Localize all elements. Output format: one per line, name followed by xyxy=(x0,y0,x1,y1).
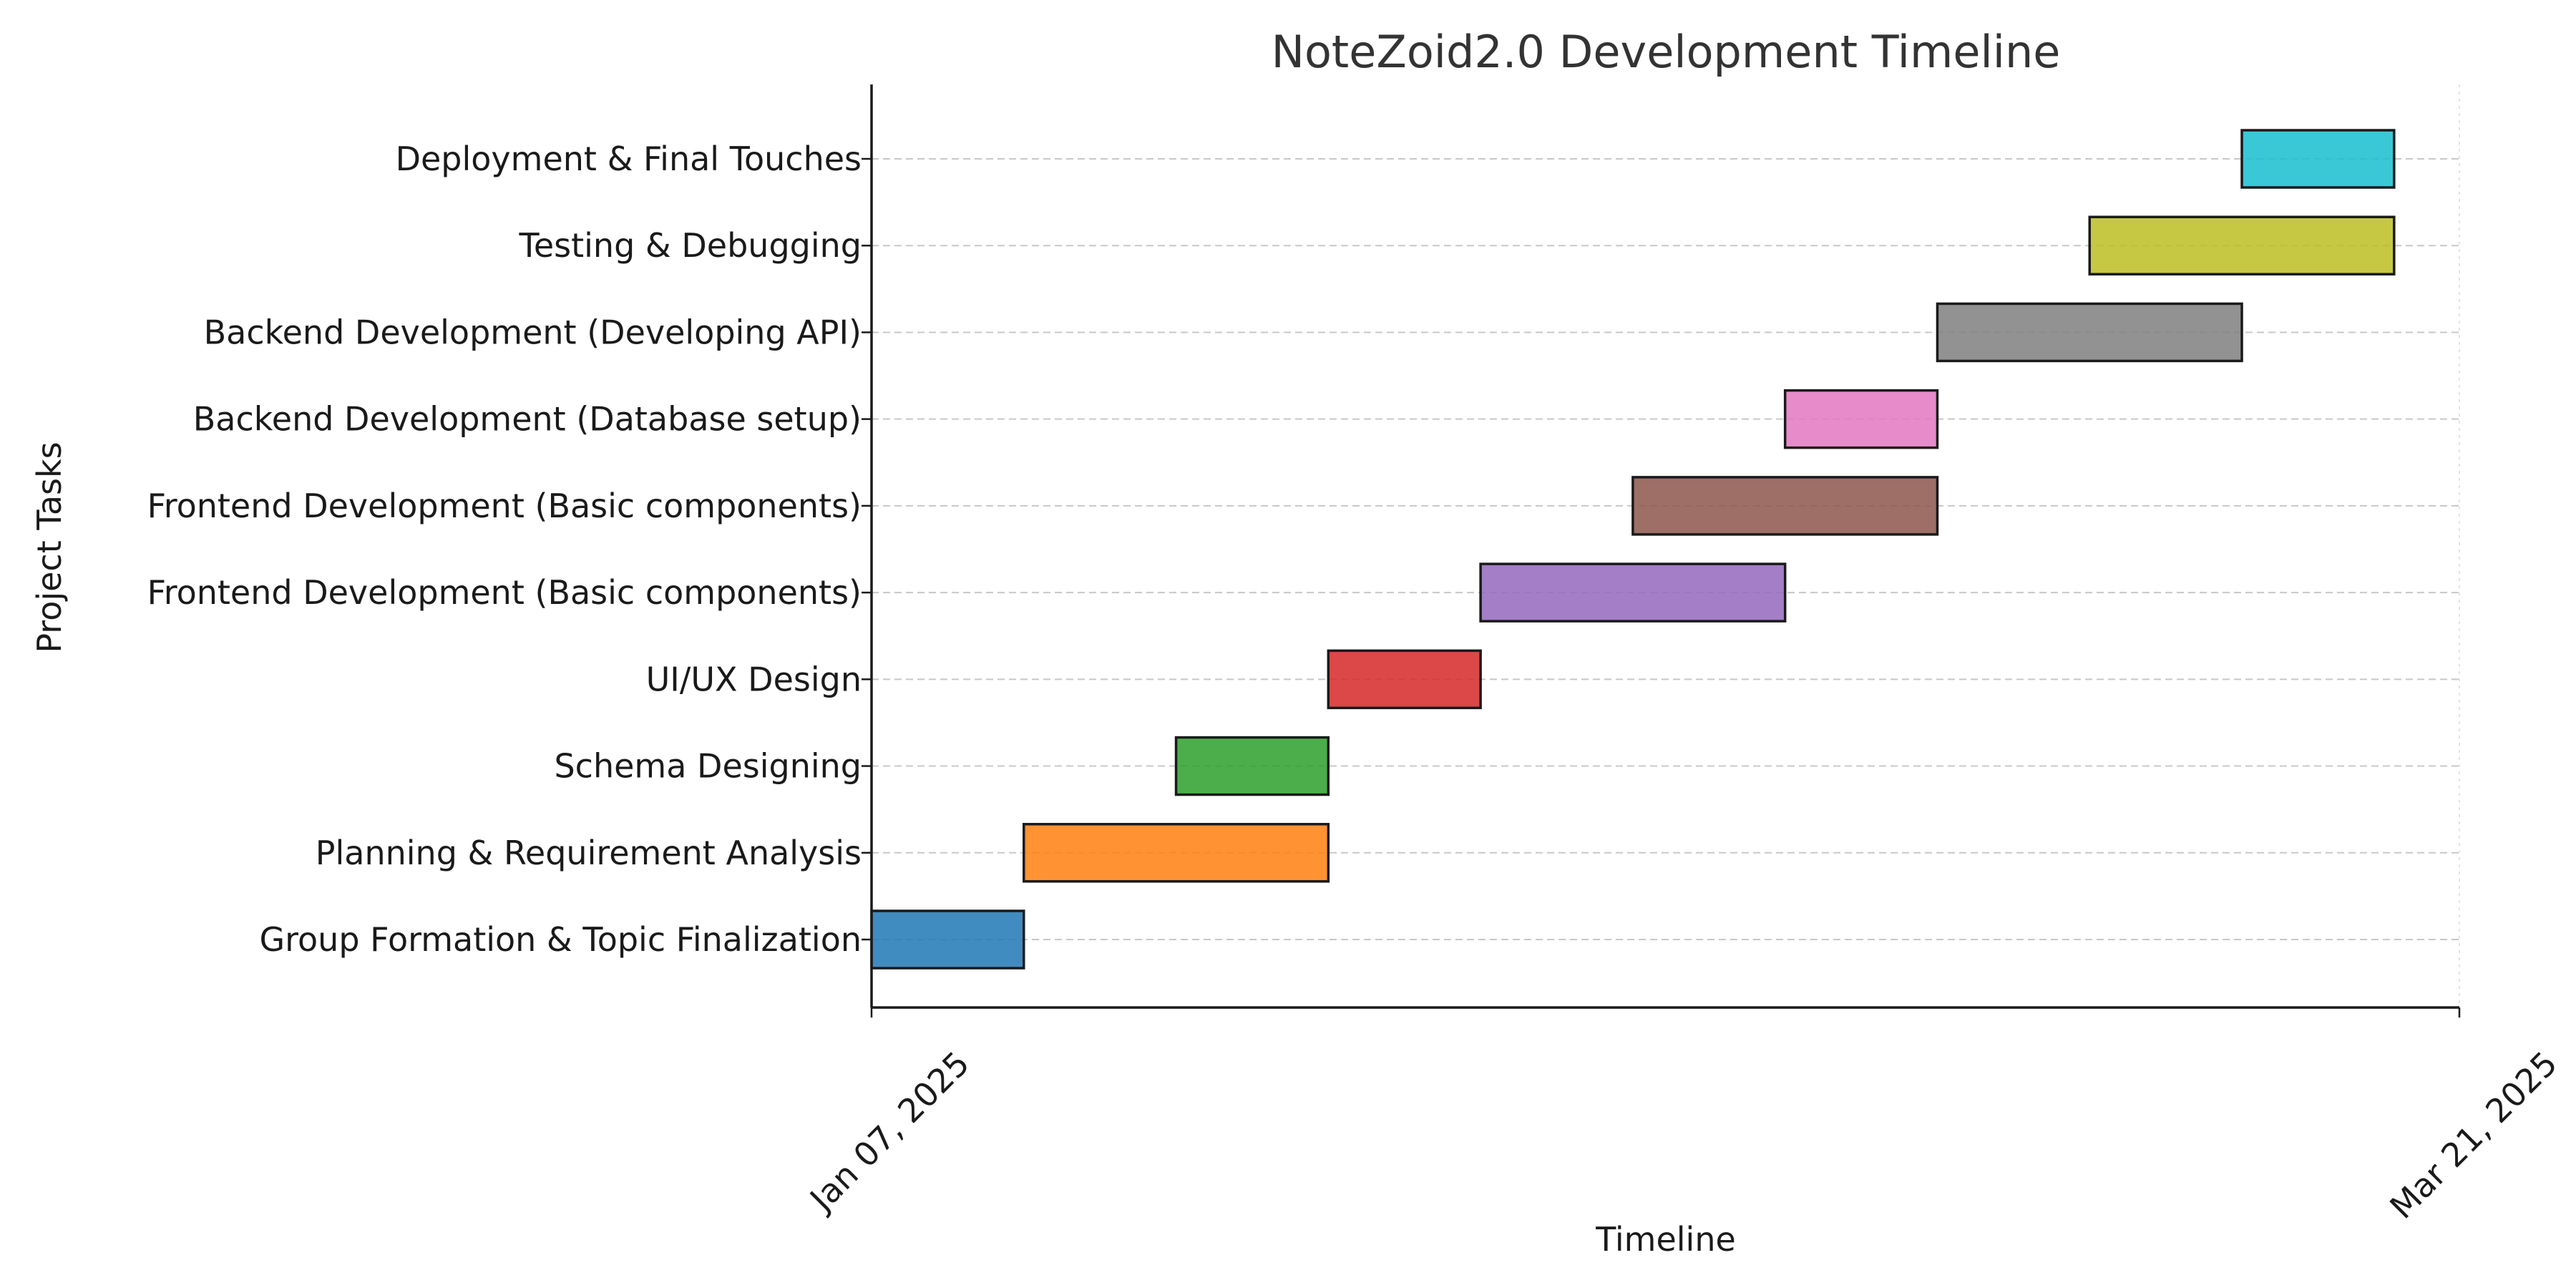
task-label: Testing & Debugging xyxy=(519,226,862,265)
task-bar xyxy=(1327,649,1482,710)
task-label: Deployment & Final Touches xyxy=(396,140,862,178)
x-tick-layer: Jan 07, 2025 Mar 21, 2025 xyxy=(801,1008,2565,1226)
task-bar xyxy=(1479,562,1787,623)
task-bar xyxy=(1936,302,2243,363)
task-bar xyxy=(1631,476,1939,536)
x-tick-label: Mar 21, 2025 xyxy=(2382,1044,2565,1226)
x-tick-label: Jan 07, 2025 xyxy=(801,1044,977,1220)
task-label: Group Formation & Topic Finalization xyxy=(259,920,862,959)
task-label: Backend Development (Developing API) xyxy=(204,313,862,351)
task-bar xyxy=(2240,129,2396,189)
bar-layer xyxy=(870,129,2396,970)
x-axis-label: Timeline xyxy=(1595,1220,1736,1259)
task-bar xyxy=(1174,736,1330,796)
task-bar xyxy=(1783,389,1939,449)
task-bar xyxy=(2088,215,2396,275)
task-label: Schema Designing xyxy=(554,747,862,786)
task-label: Frontend Development (Basic components) xyxy=(147,573,862,612)
chart-title: NoteZoid2.0 Development Timeline xyxy=(1272,26,2061,78)
axis-layer xyxy=(870,84,2459,1009)
task-bar xyxy=(870,909,1025,970)
task-bar xyxy=(1023,823,1330,883)
task-label: Backend Development (Database setup) xyxy=(193,400,862,439)
task-label: Frontend Development (Basic components) xyxy=(147,487,862,525)
y-axis-label: Project Tasks xyxy=(30,441,69,653)
task-label: Planning & Requirement Analysis xyxy=(316,834,862,872)
task-label-layer: Group Formation & Topic Finalization Plan… xyxy=(147,140,872,959)
task-label: UI/UX Design xyxy=(646,660,862,698)
